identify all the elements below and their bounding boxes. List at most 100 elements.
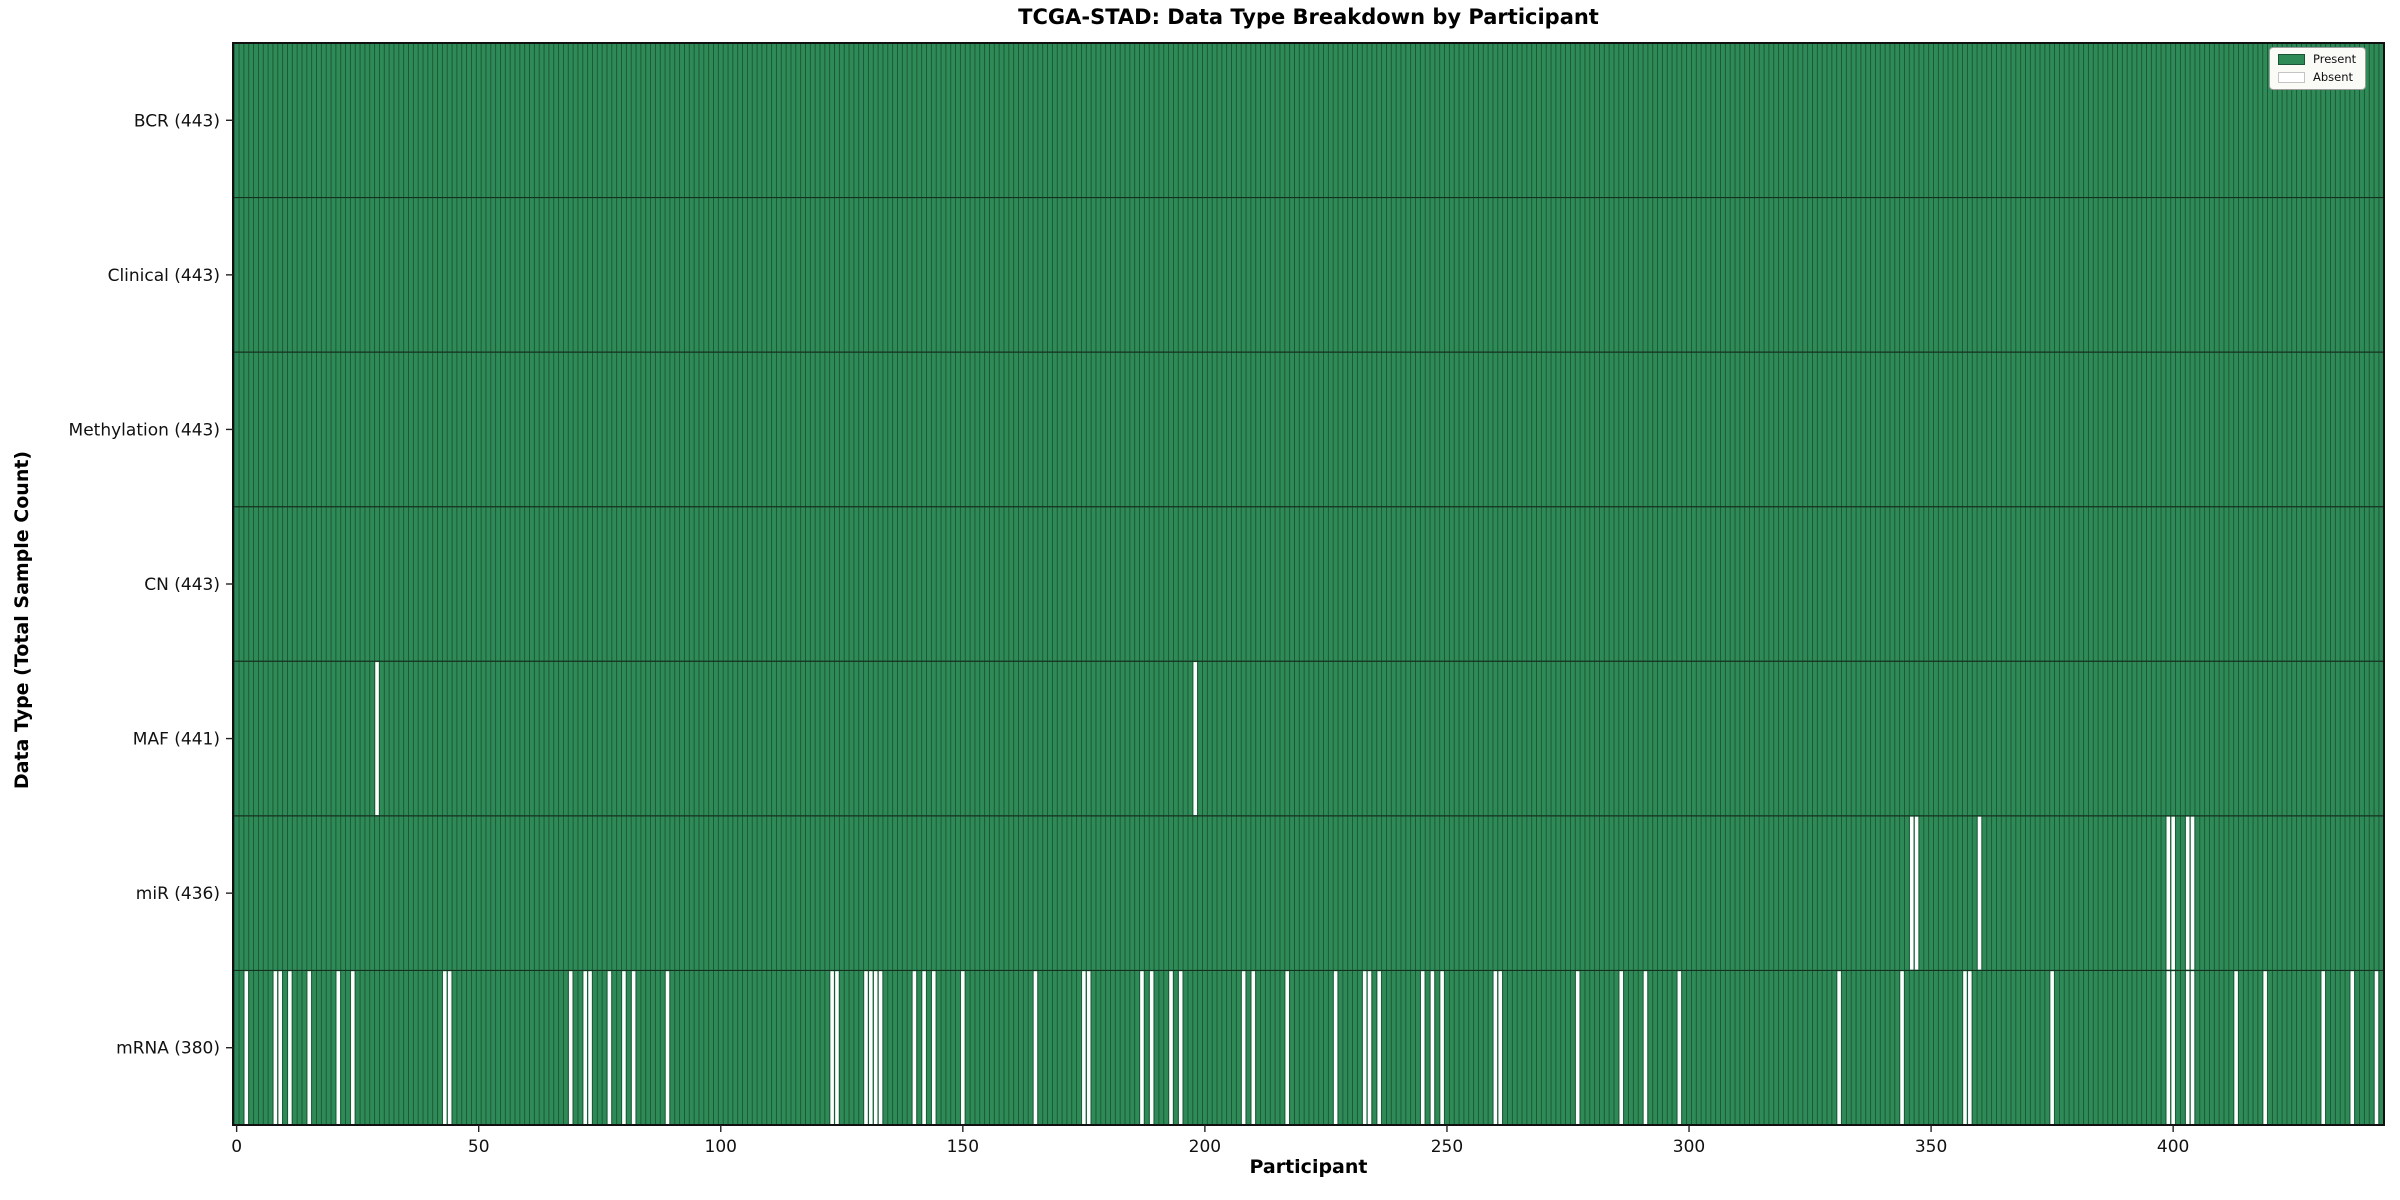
absent-bar <box>1333 971 1338 1125</box>
absent-bar <box>447 971 452 1125</box>
absent-bar <box>961 971 965 1125</box>
absent-bar <box>278 971 282 1125</box>
plot-area: 0 50 100 150 200 250 300 350 400 BCR (443) Clinica… <box>69 42 2385 1157</box>
legend-label-absent: Absent <box>2313 69 2354 84</box>
absent-bar <box>1677 971 1682 1125</box>
absent-bar <box>1575 971 1580 1125</box>
x-axis-label: Participant <box>1249 1156 1368 1178</box>
absent-bar <box>1493 971 1498 1125</box>
absent-bar <box>1420 971 1425 1125</box>
row-band-mRNA <box>233 970 2384 1125</box>
absent-bar <box>932 971 936 1125</box>
absent-bar <box>1285 971 1289 1125</box>
x-tick-label: 0 <box>231 1137 242 1157</box>
absent-bar <box>1909 816 1914 970</box>
row-band-MAF <box>233 661 2384 816</box>
absent-bar <box>2263 971 2267 1125</box>
legend-entry-absent: Absent <box>2278 69 2356 84</box>
y-tick-label-Methylation: Methylation (443) <box>69 420 220 440</box>
absent-bar <box>2185 816 2190 970</box>
absent-bar <box>2350 971 2355 1125</box>
absent-bar <box>1440 971 1444 1125</box>
row-band-Methylation <box>233 352 2384 507</box>
absent-bar <box>1900 971 1904 1125</box>
bar-edges <box>233 43 2380 1125</box>
row-band-miR <box>233 815 2384 971</box>
absent-bar <box>1241 971 1246 1125</box>
absent-bar <box>2166 971 2171 1125</box>
absent-bar <box>375 662 379 816</box>
absent-bar <box>273 971 278 1125</box>
y-tick-label-miR: miR (436) <box>136 884 220 904</box>
absent-bar <box>922 971 926 1125</box>
x-tick-label: 150 <box>947 1137 979 1157</box>
absent-bar <box>869 971 873 1125</box>
absent-bar <box>2185 971 2190 1125</box>
absent-bar <box>912 971 917 1125</box>
x-tick-label: 400 <box>2157 1137 2189 1157</box>
y-tick-label-Clinical: Clinical (443) <box>108 266 220 286</box>
absent-bar <box>2234 971 2238 1125</box>
absent-bar <box>1149 971 1154 1125</box>
absent-swatch-icon <box>2278 71 2305 83</box>
absent-bar <box>2171 971 2175 1125</box>
absent-bar <box>244 971 249 1125</box>
y-tick-label-MAF: MAF (441) <box>133 730 220 750</box>
legend-entry-present: Present <box>2278 52 2357 66</box>
x-tick-label: 300 <box>1673 1137 1705 1157</box>
absent-bar <box>830 971 834 1125</box>
absent-bar <box>2171 816 2175 970</box>
absent-bar <box>1968 971 1972 1125</box>
absent-bar <box>2190 816 2195 970</box>
chart-title: TCGA-STAD: Data Type Breakdown by Partic… <box>1018 5 1599 29</box>
absent-bar <box>336 971 341 1125</box>
absent-bar <box>1169 971 1173 1125</box>
x-tick-label: 200 <box>1189 1137 1221 1157</box>
absent-bar <box>307 971 312 1125</box>
absent-bar <box>1140 971 1144 1125</box>
absent-bar <box>873 971 878 1125</box>
x-tick-label: 100 <box>705 1137 737 1157</box>
absent-bar <box>2050 971 2054 1125</box>
y-tick-label-CN: CN (443) <box>144 575 220 595</box>
presence-matrix: 0 50 100 150 200 250 300 350 400 BCR (443) Clinica… <box>69 42 2385 1157</box>
absent-bar <box>607 971 612 1125</box>
absent-bar <box>588 971 592 1125</box>
absent-bar <box>583 971 587 1125</box>
absent-bar <box>1033 971 1038 1125</box>
absent-bar <box>443 971 447 1125</box>
absent-bar <box>1367 971 1372 1125</box>
absent-bar <box>1178 971 1183 1125</box>
row-band-BCR <box>233 43 2384 198</box>
absent-bar <box>1498 971 1502 1125</box>
absent-bar <box>665 971 670 1125</box>
absent-bar <box>1619 971 1624 1125</box>
absent-bar <box>835 971 839 1125</box>
present-swatch-icon <box>2278 54 2305 66</box>
absent-bar <box>2190 971 2195 1125</box>
absent-bar <box>622 971 626 1125</box>
absent-bar <box>1193 662 1197 816</box>
row-band-Clinical <box>233 197 2384 353</box>
absent-bar <box>1643 971 1648 1125</box>
absent-bar <box>1963 971 1967 1125</box>
y-tick-label-BCR: BCR (443) <box>134 111 220 131</box>
absent-bar <box>2166 816 2171 970</box>
absent-bar <box>2374 971 2379 1125</box>
absent-bar <box>1977 816 1982 970</box>
absent-bar <box>1914 816 1919 970</box>
x-tick-label: 50 <box>468 1137 490 1157</box>
absent-bar <box>1086 971 1091 1125</box>
y-axis-label: Data Type (Total Sample Count) <box>11 450 33 790</box>
absent-bar <box>351 971 355 1125</box>
absent-bar <box>1251 971 1256 1125</box>
row-band-CN <box>233 506 2384 662</box>
x-tick-label: 350 <box>1915 1137 1947 1157</box>
absent-bar <box>878 971 883 1125</box>
absent-bar <box>288 971 292 1125</box>
legend-label-present: Present <box>2313 52 2357 66</box>
absent-bar <box>1082 971 1086 1125</box>
y-tick-label-mRNA: mRNA (380) <box>116 1039 220 1059</box>
absent-bar <box>631 971 636 1125</box>
